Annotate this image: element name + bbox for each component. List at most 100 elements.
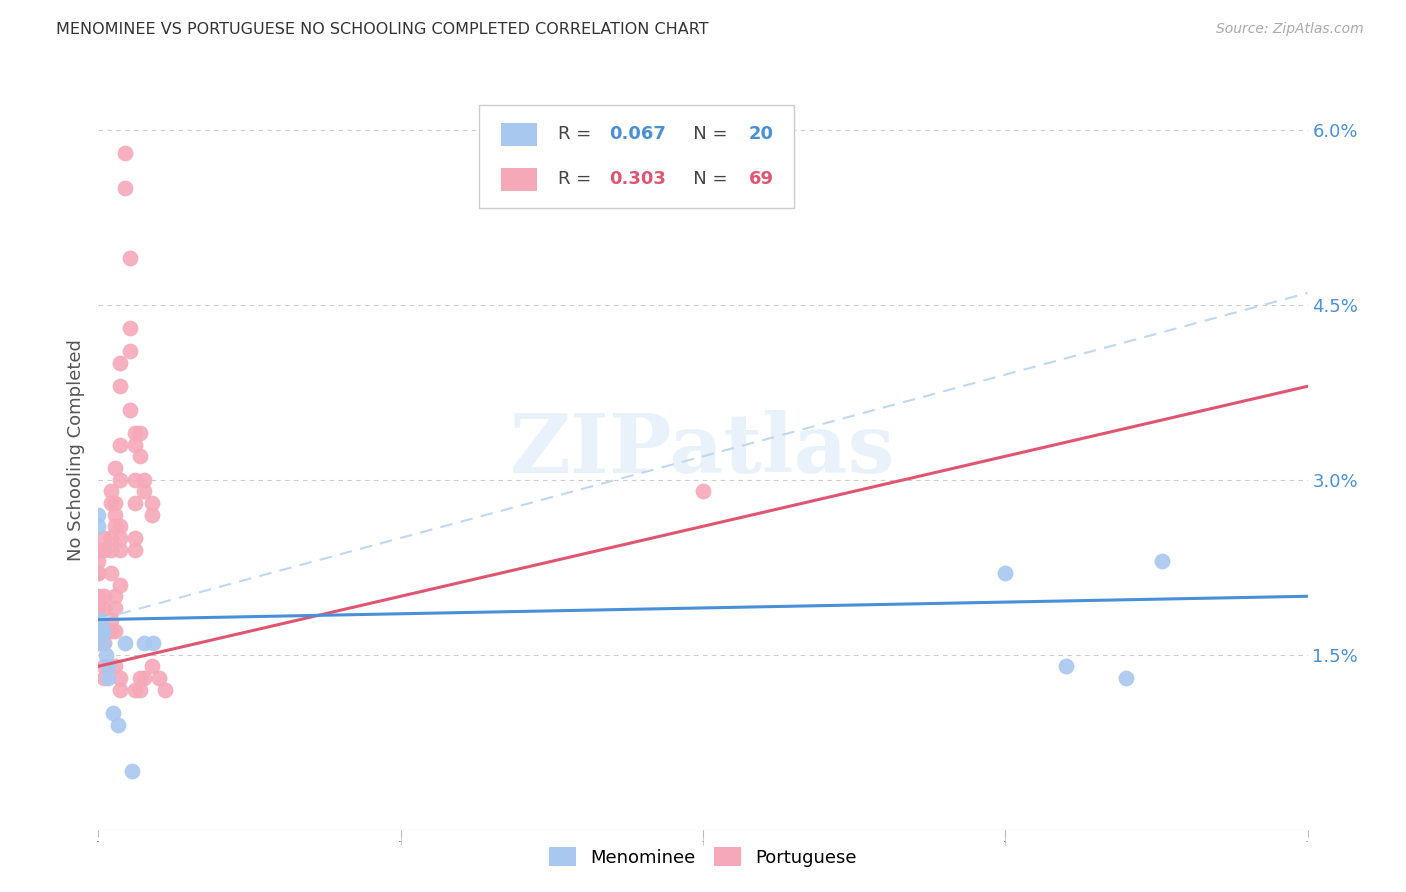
- Point: [93, 636, 115, 650]
- Point: [93, 531, 115, 545]
- Point: [93, 542, 115, 557]
- Point: [118, 344, 141, 359]
- Point: [104, 508, 127, 522]
- Point: [87, 519, 110, 533]
- Point: [90, 624, 112, 639]
- Text: ZIPatlas: ZIPatlas: [510, 410, 896, 491]
- Point: [100, 542, 122, 557]
- Point: [124, 682, 146, 697]
- Point: [93, 601, 115, 615]
- Point: [124, 496, 146, 510]
- Point: [108, 473, 131, 487]
- Point: [118, 402, 141, 417]
- Point: [91, 636, 114, 650]
- Point: [104, 659, 127, 673]
- Point: [90, 613, 112, 627]
- Point: [100, 496, 122, 510]
- Bar: [501, 123, 537, 145]
- Point: [692, 484, 714, 499]
- Point: [87, 589, 110, 603]
- Text: 0.067: 0.067: [609, 125, 665, 143]
- Point: [134, 484, 156, 499]
- Text: N =: N =: [676, 170, 734, 188]
- Point: [141, 659, 163, 673]
- Point: [134, 636, 156, 650]
- Point: [141, 508, 163, 522]
- Point: [108, 379, 131, 393]
- Point: [100, 484, 122, 499]
- Point: [87, 601, 110, 615]
- Point: [108, 671, 131, 685]
- Point: [104, 624, 127, 639]
- Text: 20: 20: [749, 125, 773, 143]
- Point: [118, 251, 141, 265]
- Text: 0.303: 0.303: [609, 170, 665, 188]
- Text: R =: R =: [558, 125, 598, 143]
- Point: [100, 624, 122, 639]
- Point: [128, 450, 150, 464]
- Point: [87, 554, 110, 568]
- Point: [97, 671, 120, 685]
- Point: [124, 473, 146, 487]
- Point: [87, 566, 110, 580]
- Point: [100, 566, 122, 580]
- Text: MENOMINEE VS PORTUGUESE NO SCHOOLING COMPLETED CORRELATION CHART: MENOMINEE VS PORTUGUESE NO SCHOOLING COM…: [56, 22, 709, 37]
- Point: [124, 425, 146, 440]
- Text: Source: ZipAtlas.com: Source: ZipAtlas.com: [1216, 22, 1364, 37]
- Point: [87, 566, 110, 580]
- Point: [124, 542, 146, 557]
- Point: [1152, 554, 1174, 568]
- Point: [1054, 659, 1077, 673]
- Point: [108, 531, 131, 545]
- Point: [124, 531, 146, 545]
- Point: [114, 636, 136, 650]
- Text: 69: 69: [749, 170, 773, 188]
- Point: [90, 624, 112, 639]
- Point: [104, 589, 127, 603]
- Point: [128, 682, 150, 697]
- Point: [128, 425, 150, 440]
- Point: [124, 437, 146, 451]
- Bar: [501, 168, 537, 191]
- Point: [100, 613, 122, 627]
- Point: [97, 659, 120, 673]
- Point: [134, 671, 156, 685]
- FancyBboxPatch shape: [479, 105, 793, 208]
- Y-axis label: No Schooling Completed: No Schooling Completed: [66, 340, 84, 561]
- Legend: Menominee, Portuguese: Menominee, Portuguese: [541, 840, 865, 874]
- Point: [142, 636, 165, 650]
- Point: [108, 519, 131, 533]
- Point: [94, 648, 117, 662]
- Point: [994, 566, 1017, 580]
- Point: [104, 601, 127, 615]
- Text: R =: R =: [558, 170, 598, 188]
- Point: [108, 356, 131, 370]
- Point: [104, 496, 127, 510]
- Point: [141, 496, 163, 510]
- Point: [107, 717, 129, 731]
- Point: [87, 624, 110, 639]
- Point: [91, 624, 114, 639]
- Point: [93, 659, 115, 673]
- Point: [100, 531, 122, 545]
- Point: [87, 508, 110, 522]
- Point: [87, 601, 110, 615]
- Point: [114, 181, 136, 195]
- Point: [87, 624, 110, 639]
- Point: [121, 764, 143, 779]
- Point: [87, 613, 110, 627]
- Text: N =: N =: [676, 125, 734, 143]
- Point: [118, 321, 141, 335]
- Point: [104, 461, 127, 475]
- Point: [87, 542, 110, 557]
- Point: [153, 682, 176, 697]
- Point: [104, 519, 127, 533]
- Point: [114, 146, 136, 161]
- Point: [108, 437, 131, 451]
- Point: [108, 542, 131, 557]
- Point: [134, 473, 156, 487]
- Point: [128, 671, 150, 685]
- Point: [93, 671, 115, 685]
- Point: [148, 671, 170, 685]
- Point: [87, 636, 110, 650]
